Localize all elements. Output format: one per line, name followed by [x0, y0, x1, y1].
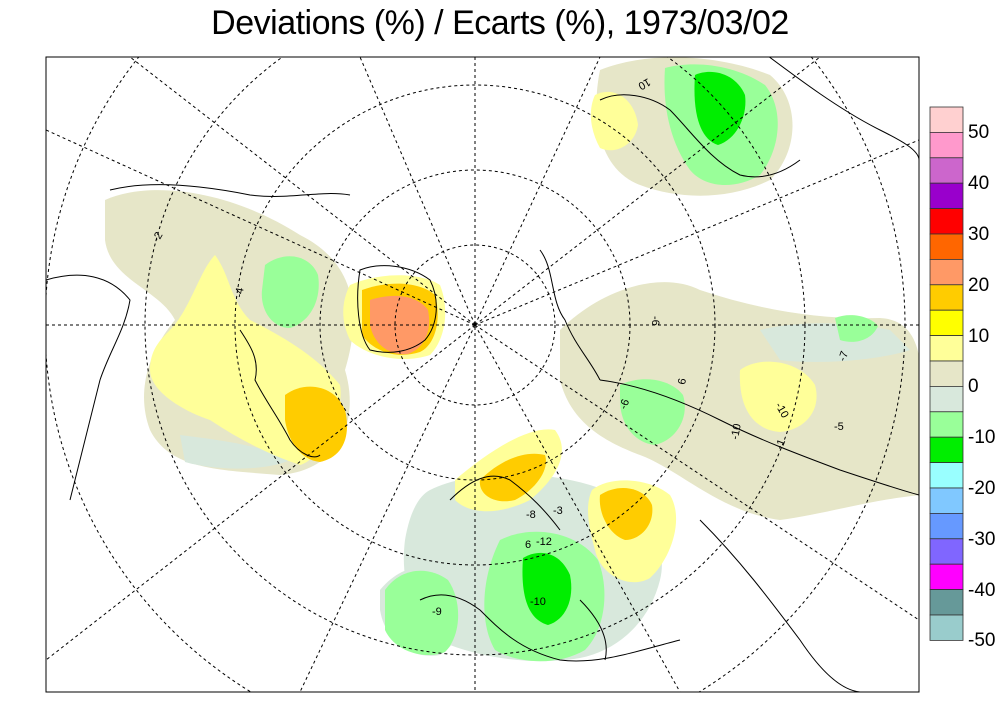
legend-tick-label: 0: [968, 376, 979, 398]
legend-tick-label: -40: [968, 579, 996, 601]
contour-label: 6: [525, 539, 531, 551]
legend-swatch: [929, 360, 964, 387]
contour-label: -1: [774, 438, 789, 451]
map-title: Deviations (%) / Ecarts (%), 1973/03/02: [211, 4, 789, 42]
negative-field-atlantic: [385, 570, 459, 656]
contour-label: 10: [636, 75, 653, 92]
legend-tick-label: 20: [968, 274, 990, 296]
legend-tick-label: -20: [968, 478, 996, 499]
contour-labels: -2 -4 10 -6 -7 -6 -10 -1 -5 -8 -3 6 -12 …: [150, 75, 851, 618]
legend-swatch: [929, 131, 964, 159]
legend-swatch: [929, 335, 964, 362]
contour-label: -6: [649, 316, 661, 326]
positive-field-greenland-peak: [370, 295, 430, 355]
contour-label: -9: [432, 606, 442, 618]
legend-swatch: [929, 563, 964, 591]
legend-tick-label: -10: [968, 427, 996, 449]
legend-swatch: [929, 208, 964, 235]
legend-swatch: [929, 106, 964, 133]
negative-field-mongolia: [835, 315, 878, 342]
legend-swatch: [929, 385, 964, 413]
positive-field-alaska: [590, 91, 638, 151]
legend-swatch: [929, 258, 964, 286]
negative-field-pacific-core: [694, 71, 746, 145]
positive-field-norway: [479, 453, 546, 502]
contour-label: -8: [526, 509, 536, 521]
legend-swatch: [929, 513, 964, 540]
legend-swatch: [929, 614, 964, 641]
contour-label: -10: [530, 596, 546, 608]
contour-label: 6: [676, 377, 689, 385]
negative-field-italy-core: [522, 552, 572, 625]
positive-field-siberia: [739, 361, 817, 432]
legend-swatch: [929, 182, 964, 209]
legend-swatch: [929, 487, 964, 514]
positive-field-hudson: [285, 386, 348, 462]
legend-tick-label: 10: [968, 325, 990, 347]
contour-label: -10: [729, 423, 744, 441]
legend-tick-label: 40: [968, 173, 990, 195]
contour-label: -6: [618, 398, 633, 411]
color-legend: [929, 106, 964, 641]
legend-swatch: [929, 411, 964, 438]
legend-swatch: [929, 589, 964, 616]
contour-label: -4: [233, 287, 247, 299]
coastlines: [46, 57, 919, 692]
negative-field-canada: [261, 256, 319, 328]
legend-swatch: [929, 233, 964, 260]
legend-swatch: [929, 462, 964, 489]
legend-tick-label: 50: [968, 122, 990, 144]
legend-swatch: [929, 157, 964, 184]
legend-swatch: [929, 538, 964, 565]
anomaly-fields: -2 -4 10 -6 -7 -6 -10 -1 -5 -8 -3 6 -12 …: [46, 57, 919, 692]
legend-swatch: [929, 309, 964, 337]
legend-tick-label: 30: [968, 224, 990, 245]
neutral-field-south: [180, 435, 290, 469]
legend-tick-label: -30: [968, 528, 996, 550]
positive-field-urals-core: [599, 487, 653, 540]
map-frame: [45, 56, 920, 693]
contour-label: -3: [553, 505, 563, 517]
contour-label: -7: [837, 350, 852, 363]
negative-field-kara: [620, 379, 685, 445]
legend-swatch: [929, 284, 964, 311]
graticule: [46, 57, 919, 692]
contour-label: -5: [834, 421, 844, 433]
legend-tick-label: -50: [968, 630, 996, 652]
contour-label: -12: [536, 536, 552, 548]
legend-swatch: [929, 436, 964, 464]
